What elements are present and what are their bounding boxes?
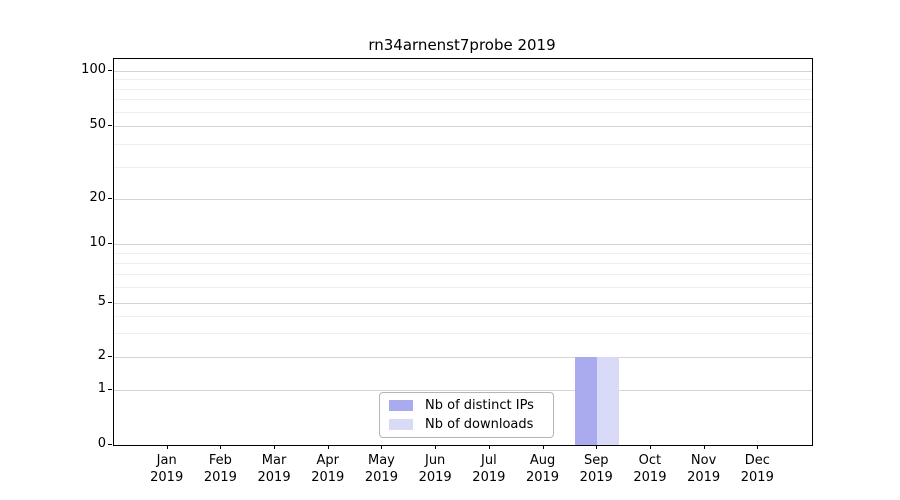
gridline-major: [114, 244, 812, 245]
bar-downloads-sep: [597, 357, 620, 445]
gridline-minor: [114, 333, 812, 335]
gridline-minor: [114, 287, 812, 289]
y-axis-tick-mark: [108, 198, 112, 199]
y-axis-tick-label: 2: [97, 348, 106, 363]
x-axis-tick-mark: [596, 445, 598, 449]
gridline-minor: [114, 316, 812, 318]
x-axis-tick-mark: [274, 445, 276, 449]
gridline-minor: [114, 143, 812, 145]
x-axis-tick-mark: [703, 445, 705, 449]
x-axis-tick-label: Jun 2019: [418, 453, 452, 485]
gridline-minor: [114, 111, 812, 113]
plot-area: [113, 58, 813, 446]
gridline-minor: [114, 262, 812, 264]
legend-entry-downloads: Nb of downloads: [380, 417, 553, 432]
legend-entry-distinct-ips: Nb of distinct IPs: [380, 398, 553, 413]
gridline-major: [114, 199, 812, 200]
x-axis-tick-mark: [220, 445, 222, 449]
gridline-minor: [114, 252, 812, 254]
chart-title: rn34arnenst7probe 2019: [368, 36, 556, 54]
x-axis-tick-label: May 2019: [364, 453, 398, 485]
y-axis-tick-mark: [108, 389, 112, 390]
x-axis-tick-label: Dec 2019: [740, 453, 774, 485]
x-axis-tick-label: Apr 2019: [311, 453, 345, 485]
x-axis-tick-mark: [488, 445, 490, 449]
x-axis-tick-label: Aug 2019: [525, 453, 560, 485]
y-axis-tick-label: 5: [97, 294, 106, 309]
gridline-minor: [114, 99, 812, 101]
y-axis-tick-label: 0: [97, 436, 106, 451]
x-axis-tick-mark: [166, 445, 168, 449]
y-axis-tick-label: 50: [89, 117, 106, 132]
y-axis-tick-mark: [108, 356, 112, 357]
y-axis-tick-mark: [108, 444, 112, 445]
gridline-minor: [114, 274, 812, 276]
gridline-minor: [114, 88, 812, 90]
x-axis-tick-mark: [542, 445, 544, 449]
y-axis-tick-mark: [108, 70, 112, 71]
x-axis-tick-label: Oct 2019: [633, 453, 667, 485]
gridline-minor: [114, 166, 812, 168]
y-axis-tick-label: 10: [89, 235, 106, 250]
gridline-major: [114, 126, 812, 127]
x-axis-tick-label: Sep 2019: [579, 453, 613, 485]
gridline-major: [114, 71, 812, 72]
x-axis-tick-label: Mar 2019: [257, 453, 291, 485]
x-axis-tick-mark: [381, 445, 383, 449]
x-axis-tick-mark: [757, 445, 759, 449]
x-axis-tick-mark: [435, 445, 437, 449]
x-axis-tick-label: Jan 2019: [150, 453, 184, 485]
x-axis-tick-mark: [327, 445, 329, 449]
x-axis-tick-mark: [649, 445, 651, 449]
legend: Nb of distinct IPs Nb of downloads: [379, 392, 554, 438]
bar-distinct-ips-sep: [575, 357, 598, 445]
gridline-major: [114, 390, 812, 391]
gridline-major: [114, 357, 812, 358]
y-axis-tick-label: 1: [97, 381, 106, 396]
x-axis-tick-label: Jul 2019: [472, 453, 506, 485]
legend-label-distinct-ips: Nb of distinct IPs: [425, 398, 534, 414]
y-axis-tick-mark: [108, 125, 112, 126]
legend-label-downloads: Nb of downloads: [425, 416, 534, 432]
x-axis-tick-label: Feb 2019: [203, 453, 237, 485]
y-axis-tick-label: 100: [81, 62, 106, 77]
y-axis-tick-mark: [108, 302, 112, 303]
gridline-major: [114, 303, 812, 304]
y-axis-tick-label: 20: [89, 190, 106, 205]
legend-swatch-downloads: [389, 418, 413, 430]
legend-swatch-distinct-ips: [389, 400, 413, 412]
x-axis-tick-label: Nov 2019: [687, 453, 721, 485]
y-axis-tick-mark: [108, 243, 112, 244]
gridline-minor: [114, 79, 812, 81]
